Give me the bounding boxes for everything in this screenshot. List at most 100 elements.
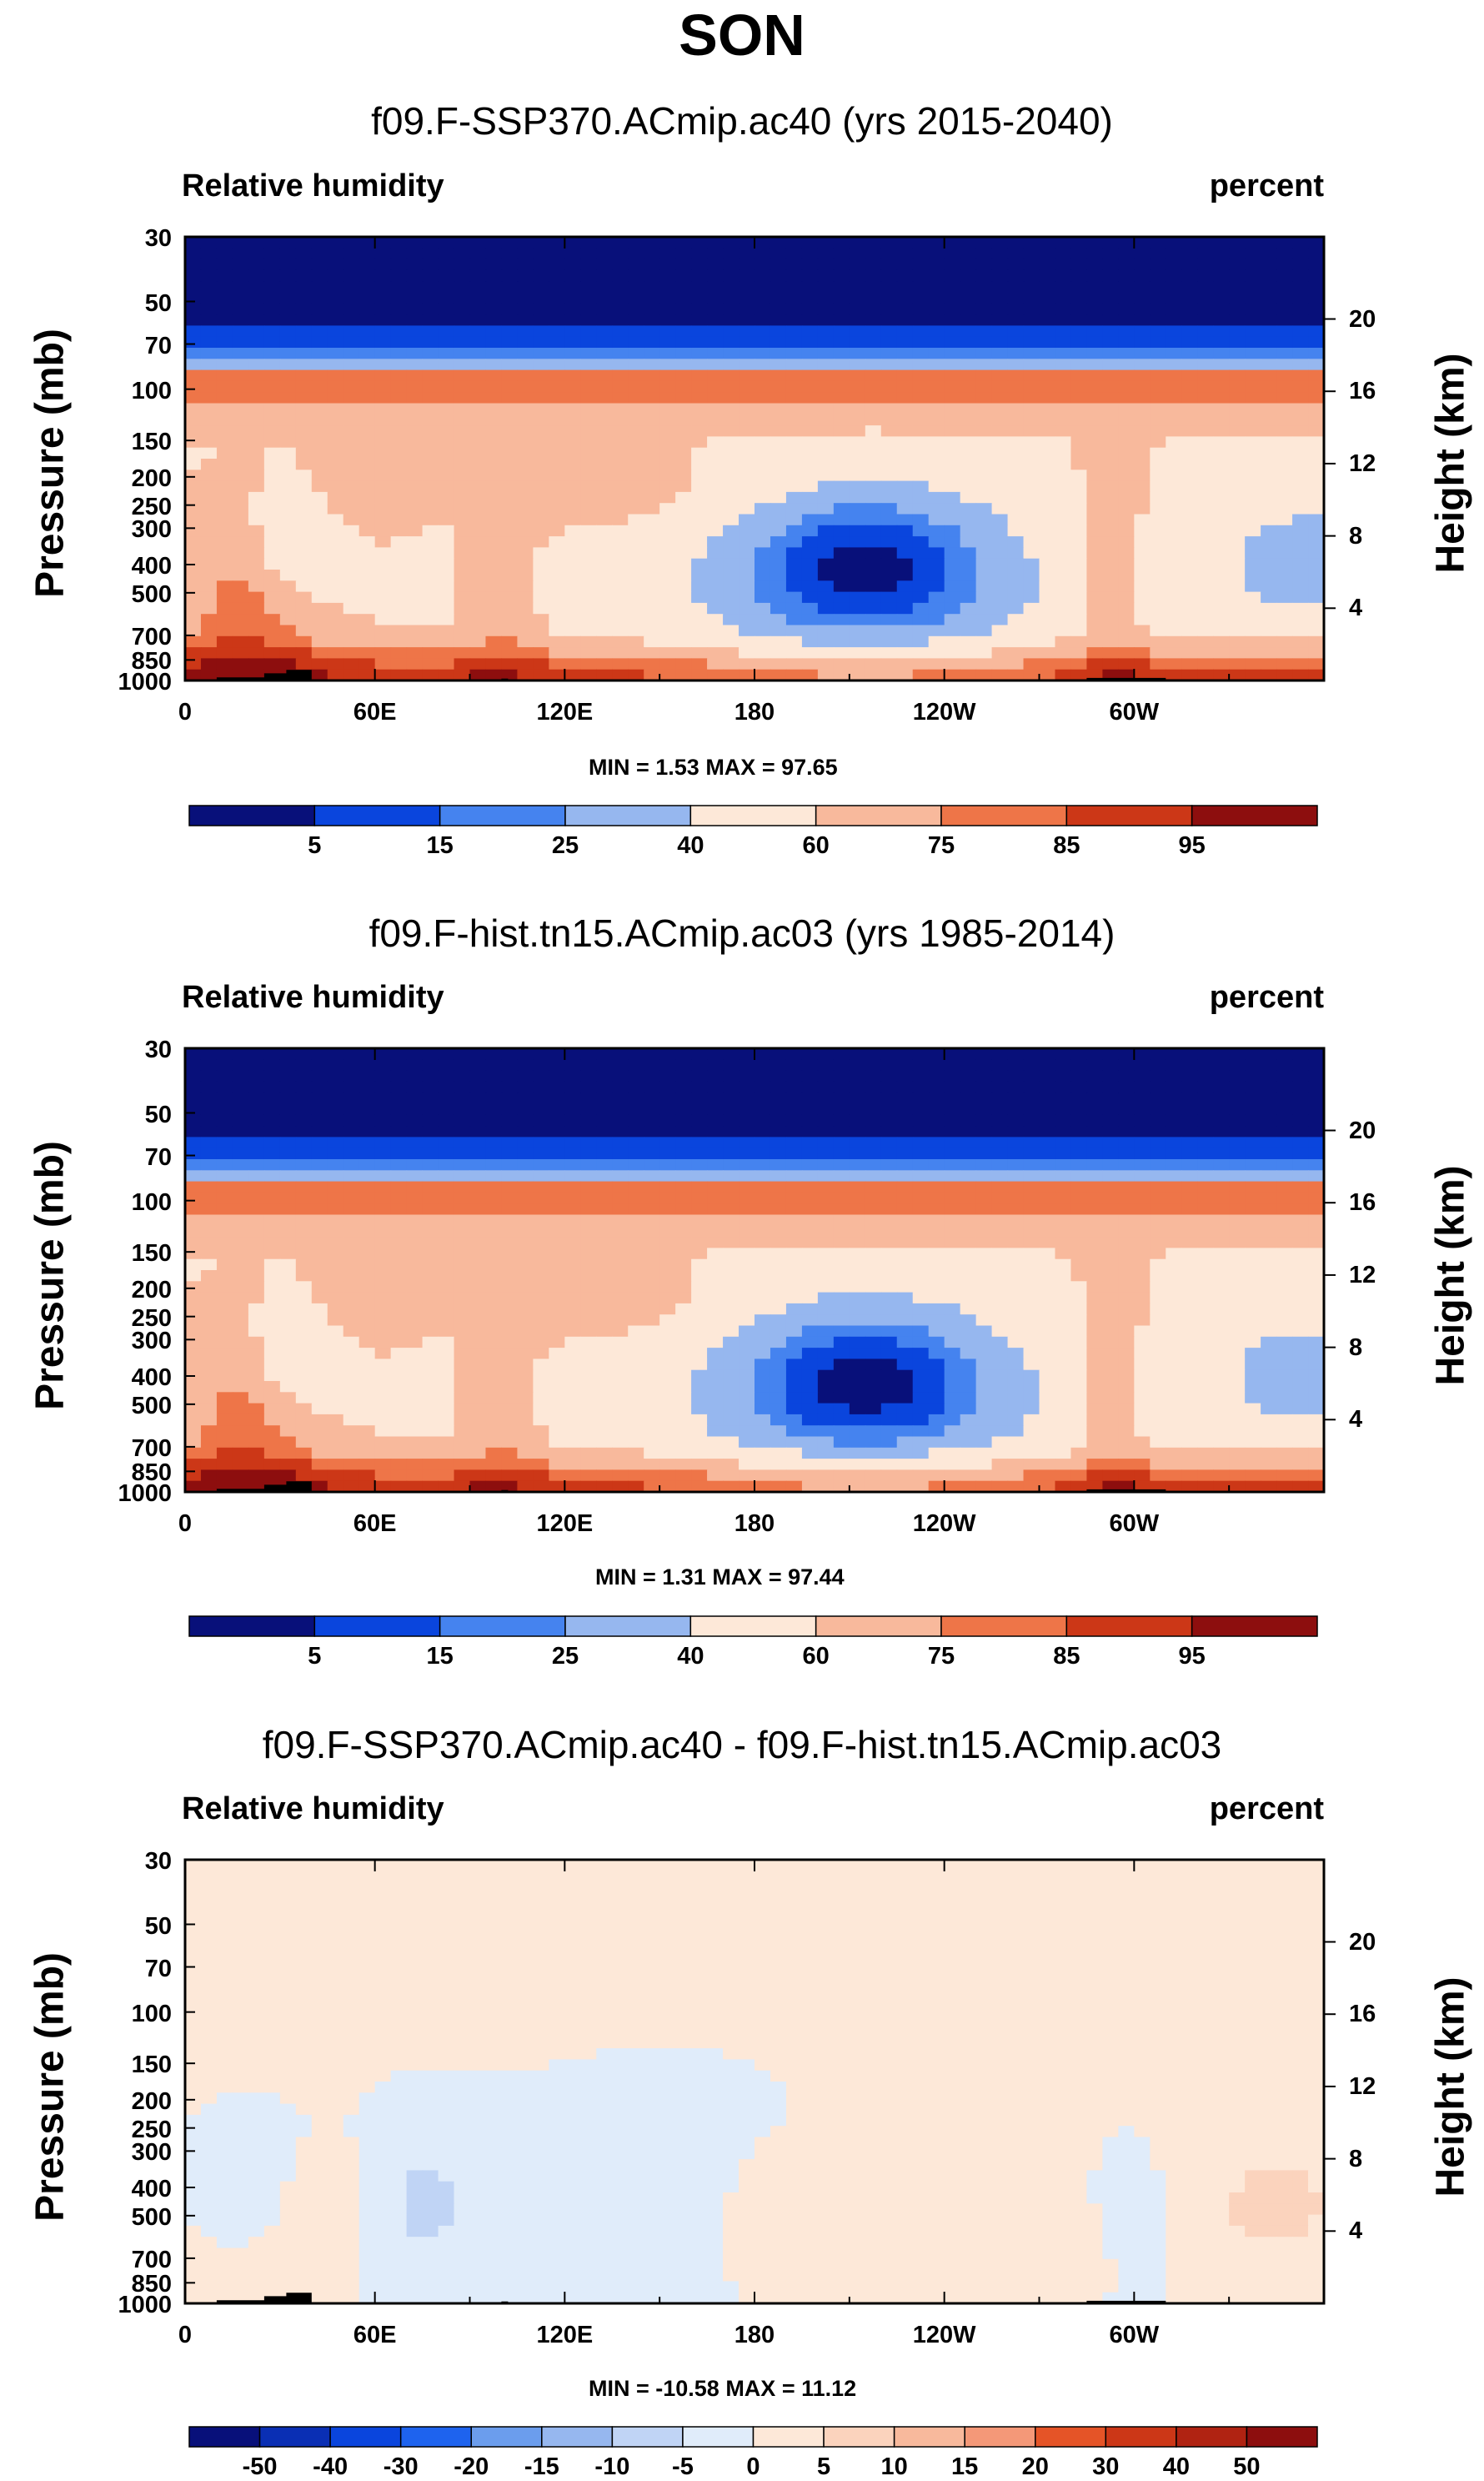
heatmap-cell <box>612 1281 629 1293</box>
heatmap-cell <box>216 314 233 326</box>
heatmap-cell <box>991 536 1009 548</box>
heatmap-cell <box>1197 514 1214 526</box>
heatmap-cell <box>390 1325 408 1338</box>
heatmap-cell <box>912 436 930 449</box>
heatmap-cell <box>739 392 755 404</box>
heatmap-cell <box>912 625 930 637</box>
heatmap-cell <box>311 237 328 249</box>
heatmap-cell <box>1039 503 1056 515</box>
heatmap-cell <box>1134 1126 1151 1138</box>
heatmap-cell <box>596 1048 613 1060</box>
heatmap-cell <box>517 1170 534 1183</box>
heatmap-cell <box>327 1170 344 1183</box>
heatmap-cell <box>1292 547 1309 560</box>
heatmap-cell <box>644 669 660 681</box>
heatmap-cell <box>358 625 376 637</box>
heatmap-cell <box>1308 237 1325 249</box>
heatmap-cell <box>1023 403 1040 415</box>
heatmap-cell <box>327 1314 344 1327</box>
heatmap-cell <box>785 269 803 282</box>
heatmap-cell <box>1102 314 1119 326</box>
heatmap-cell <box>1102 503 1119 515</box>
heatmap-cell <box>533 281 549 294</box>
heatmap-cell <box>1245 292 1261 304</box>
heatmap-cell <box>880 514 898 526</box>
heatmap-cell <box>1276 1181 1293 1193</box>
heatmap-cell <box>406 259 424 271</box>
heatmap-cell <box>801 1237 819 1248</box>
heatmap-cell <box>295 425 313 437</box>
heatmap-cell <box>216 1092 233 1105</box>
heatmap-cell <box>849 248 866 260</box>
heatmap-cell <box>406 1081 424 1093</box>
heatmap-cell <box>422 1258 439 1271</box>
heatmap-cell <box>517 525 534 537</box>
heatmap-cell <box>1308 625 1325 637</box>
heatmap-cell <box>1134 1092 1151 1105</box>
heatmap-cell <box>580 658 597 670</box>
heatmap-cell <box>1181 536 1198 548</box>
heatmap-cell <box>1245 1258 1261 1271</box>
heatmap-cell <box>1229 614 1246 626</box>
heatmap-cell <box>295 570 313 581</box>
heatmap-cell <box>960 359 977 371</box>
heatmap-cell <box>723 658 739 670</box>
heatmap-cell <box>1134 658 1151 670</box>
heatmap-cell <box>1039 1092 1056 1105</box>
heatmap-cell <box>501 1258 519 1271</box>
heatmap-cell <box>200 470 218 482</box>
heatmap-cell <box>295 525 313 537</box>
heatmap-cell <box>1023 1148 1040 1160</box>
heatmap-cell <box>691 658 708 670</box>
heatmap-cell <box>755 1292 771 1304</box>
heatmap-cell <box>485 491 503 504</box>
heatmap-cell <box>517 447 534 460</box>
heatmap-cell <box>422 1103 439 1116</box>
heatmap-cell <box>880 269 898 282</box>
heatmap-cell <box>1055 525 1072 537</box>
heatmap-cell <box>801 1203 819 1216</box>
heatmap-cell <box>644 1270 660 1282</box>
heatmap-cell <box>944 392 961 404</box>
heatmap-cell <box>1118 480 1135 493</box>
heatmap-cell <box>849 1237 866 1248</box>
heatmap-cell <box>232 303 249 315</box>
heatmap-cell <box>295 369 313 382</box>
heatmap-cell <box>422 359 439 371</box>
heatmap-cell <box>295 303 313 315</box>
heatmap-cell <box>311 1192 328 1204</box>
heatmap-cell <box>1308 459 1325 470</box>
heatmap-cell <box>596 1225 613 1238</box>
heatmap-cell <box>1213 1170 1230 1183</box>
heatmap-cell <box>880 259 898 271</box>
heatmap-cell <box>327 359 344 371</box>
heatmap-cell <box>628 237 644 249</box>
heatmap-cell <box>501 459 519 470</box>
heatmap-cell <box>279 547 297 560</box>
heatmap-cell <box>295 1126 313 1138</box>
heatmap-cell <box>501 1237 519 1248</box>
heatmap-cell <box>1070 403 1088 415</box>
heatmap-cell <box>1102 403 1119 415</box>
heatmap-cell <box>880 647 898 659</box>
heatmap-cell <box>1086 1192 1103 1204</box>
heatmap-cell <box>1134 259 1151 271</box>
heatmap-cell <box>454 1336 471 1348</box>
heatmap-cell <box>263 658 281 670</box>
heatmap-cell <box>1292 237 1309 249</box>
heatmap-cell <box>517 425 534 437</box>
heatmap-cell <box>880 292 898 304</box>
heatmap-cell <box>1308 525 1325 537</box>
heatmap-cell <box>612 1114 629 1127</box>
heatmap-cell <box>1055 292 1072 304</box>
heatmap-cell <box>232 647 249 659</box>
heatmap-cell <box>517 1070 534 1082</box>
heatmap-cell <box>912 1114 930 1127</box>
heatmap-cell <box>1134 281 1151 294</box>
heatmap-cell <box>501 403 519 415</box>
heatmap-cell <box>248 436 265 449</box>
heatmap-cell <box>960 281 977 294</box>
heatmap-cell <box>960 602 977 615</box>
heatmap-cell <box>596 392 613 404</box>
heatmap-cell <box>1229 1214 1246 1227</box>
